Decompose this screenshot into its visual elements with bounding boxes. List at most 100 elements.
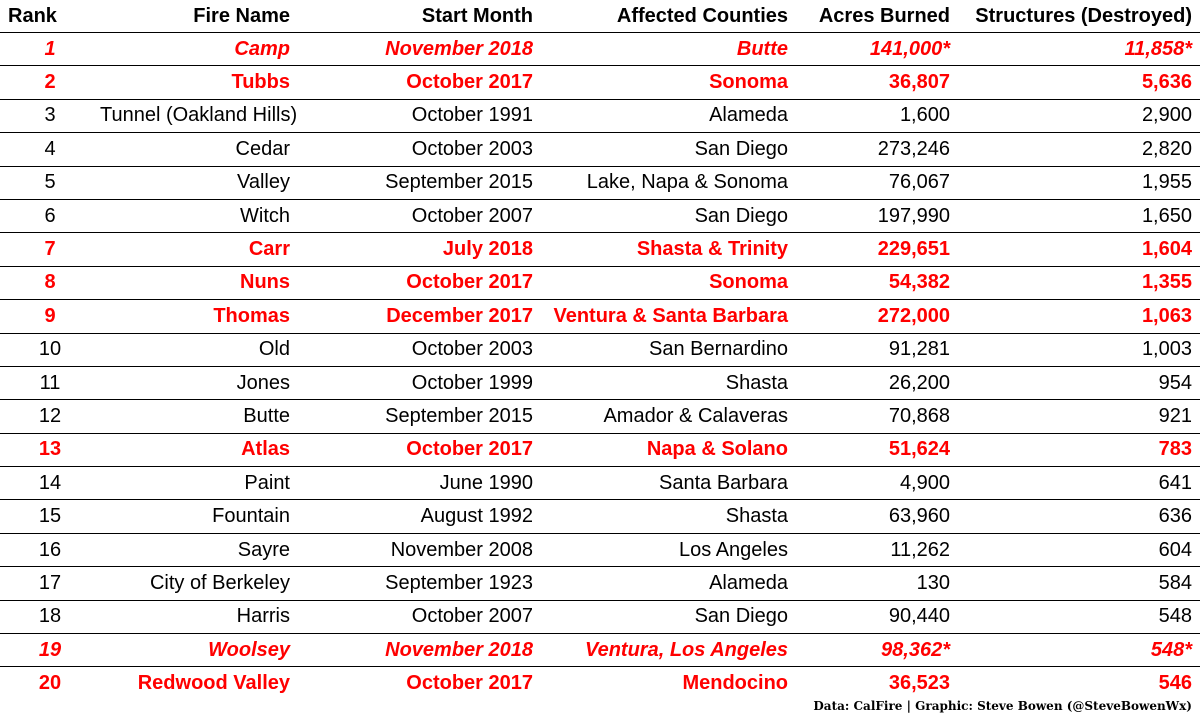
table-cell: 20 xyxy=(38,672,62,695)
table-row: 1 Camp November 2018 Butte 141,000* 11,858* xyxy=(0,32,1200,67)
table-cell: Atlas xyxy=(100,433,298,468)
table-cell: Carr xyxy=(100,232,298,267)
table-cell: 1 xyxy=(0,32,100,67)
table-cell: Tubbs xyxy=(100,65,298,100)
table-cell: San Bernardino xyxy=(541,333,796,367)
table-cell: 90,440 xyxy=(796,600,958,635)
table-row: 16 Sayre November 2008 Los Angeles 11,262 604 xyxy=(0,533,1200,568)
table-cell: 1,955 xyxy=(958,166,1200,200)
table-cell: 36,523 xyxy=(888,672,950,695)
table-cell: 8 xyxy=(0,266,100,301)
credit: Data: CalFire | Graphic: Steve Bowen (@S… xyxy=(813,699,1192,713)
table-cell: 2 xyxy=(0,65,100,100)
table-cell: Redwood Valley xyxy=(137,672,290,695)
table-cell: 1,650 xyxy=(958,199,1200,234)
table-cell: Shasta xyxy=(541,499,796,534)
table-cell: December 2017 xyxy=(298,299,541,334)
table-cell: 273,246 xyxy=(796,132,958,167)
table-cell: Santa Barbara xyxy=(541,466,796,501)
table-cell: 1,355 xyxy=(958,266,1200,301)
table-row: 15 Fountain August 1992 Shasta 63,960 636 xyxy=(0,499,1200,534)
table-cell: Camp xyxy=(100,32,298,67)
table-cell: October 2017 xyxy=(406,672,533,695)
table-cell: 272,000 xyxy=(796,299,958,334)
table-cell: Shasta & Trinity xyxy=(541,232,796,267)
table-cell: October 1991 xyxy=(298,99,541,134)
table-cell: 4,900 xyxy=(796,466,958,501)
table-cell: 7 xyxy=(0,232,100,267)
table-cell: Jones xyxy=(100,366,298,401)
table-cell: 641 xyxy=(958,466,1200,501)
table-cell: 13 xyxy=(0,433,100,468)
table-cell: 636 xyxy=(958,499,1200,534)
table-cell: 10 xyxy=(0,333,100,367)
table-cell: Harris xyxy=(100,600,298,635)
table-cell: Woolsey xyxy=(100,633,298,668)
table-cell: November 2018 xyxy=(298,32,541,67)
table-cell: August 1992 xyxy=(298,499,541,534)
table-cell: 584 xyxy=(958,566,1200,601)
table-cell: October 2017 xyxy=(298,65,541,100)
table-cell: 548 xyxy=(958,600,1200,635)
table-cell: 76,067 xyxy=(796,166,958,200)
table-cell: San Diego xyxy=(541,199,796,234)
table-cell: 14 xyxy=(0,466,100,501)
table-row: 19 Woolsey November 2018 Ventura, Los Angel… xyxy=(0,633,1200,668)
table-cell: October 2003 xyxy=(298,333,541,367)
table-cell: Napa & Solano xyxy=(541,433,796,468)
table-cell: 51,624 xyxy=(796,433,958,468)
table-cell: October 2007 xyxy=(298,199,541,234)
table-cell: 1,003 xyxy=(958,333,1200,367)
table-cell: Los Angeles xyxy=(541,533,796,568)
table-cell: 5,636 xyxy=(958,65,1200,100)
table-cell: Valley xyxy=(100,166,298,200)
table-cell: 548* xyxy=(958,633,1200,668)
table-cell: Mendocino xyxy=(682,672,788,695)
table-cell: 98,362* xyxy=(796,633,958,668)
column-header: Fire Name xyxy=(100,0,298,33)
table-cell: 63,960 xyxy=(796,499,958,534)
table-cell: Thomas xyxy=(100,299,298,334)
table-row: 5 Valley September 2015 Lake, Napa & Sonoma… xyxy=(0,166,1200,200)
table-cell: November 2018 xyxy=(298,633,541,668)
table-cell: Alameda xyxy=(541,566,796,601)
table-cell: 11 xyxy=(0,366,100,401)
table-cell: Old xyxy=(100,333,298,367)
table-cell: San Diego xyxy=(541,132,796,167)
table-cell: 2,820 xyxy=(958,132,1200,167)
column-header: Structures (Destroyed) xyxy=(958,0,1200,33)
table-cell: 954 xyxy=(958,366,1200,401)
table-cell: 17 xyxy=(0,566,100,601)
table-cell: 921 xyxy=(958,399,1200,434)
table-cell: 9 xyxy=(0,299,100,334)
table-cell: Sayre xyxy=(100,533,298,568)
table-row: 13 Atlas October 2017 Napa & Solano 51,624 78… xyxy=(0,433,1200,468)
table-cell: 15 xyxy=(0,499,100,534)
table-row: 2 Tubbs October 2017 Sonoma 36,807 5,636 xyxy=(0,65,1200,100)
table-cell: 130 xyxy=(796,566,958,601)
header-row: Rank Fire Name Start Month Affected Countie… xyxy=(0,0,1200,33)
table-cell: 3 xyxy=(0,99,100,134)
table-cell: Butte xyxy=(541,32,796,67)
column-header: Rank xyxy=(0,0,100,33)
table-cell: Sonoma xyxy=(541,266,796,301)
table-cell: Cedar xyxy=(100,132,298,167)
column-header: Acres Burned xyxy=(796,0,958,33)
table-cell: October 2017 xyxy=(298,266,541,301)
table-cell: 141,000* xyxy=(796,32,958,67)
table-cell: 11,262 xyxy=(796,533,958,568)
table-row: 20 Redwood Valley October 2017 Mendocino 36,… xyxy=(0,667,1200,700)
table-cell: 6 xyxy=(0,199,100,234)
table-cell: Fountain xyxy=(100,499,298,534)
table-cell: Alameda xyxy=(541,99,796,134)
table-cell: 36,807 xyxy=(796,65,958,100)
table-cell: Amador & Calaveras xyxy=(541,399,796,434)
table-cell: Sonoma xyxy=(541,65,796,100)
table-cell: November 2008 xyxy=(298,533,541,568)
table-row: 7 Carr July 2018 Shasta & Trinity 229,651 1,6… xyxy=(0,232,1200,267)
table-cell: 1,600 xyxy=(796,99,958,134)
table-cell: Tunnel (Oakland Hills) xyxy=(100,99,298,134)
table-cell: 11,858* xyxy=(958,32,1200,67)
table-cell: 12 xyxy=(0,399,100,434)
